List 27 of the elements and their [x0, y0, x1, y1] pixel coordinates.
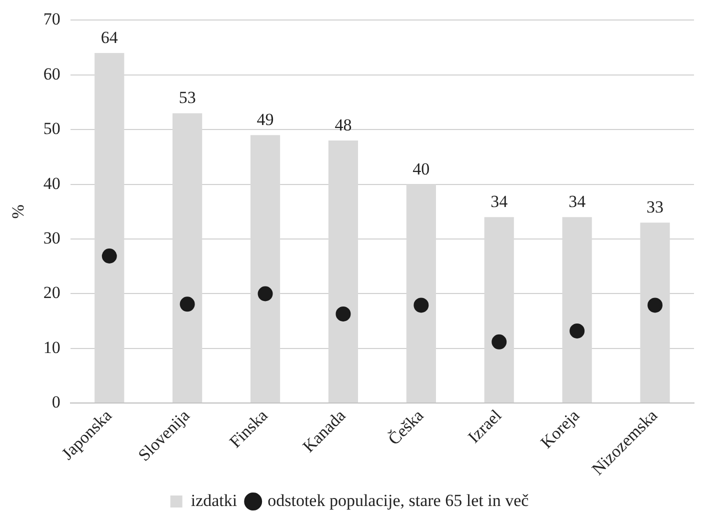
point	[648, 298, 663, 313]
data-label: 33	[646, 198, 664, 217]
point	[102, 248, 117, 264]
y-tick-label: 20	[43, 283, 60, 302]
y-tick-label: 70	[43, 10, 60, 29]
data-label: 49	[256, 110, 274, 130]
data-label: 34	[490, 192, 508, 212]
legend-label: odstotek populacije, stare 65 let in več	[268, 490, 530, 510]
y-tick-label: 30	[43, 228, 60, 248]
point	[414, 298, 429, 313]
point	[336, 306, 351, 322]
point	[492, 334, 507, 350]
point	[180, 296, 195, 312]
legend-label: izdatki	[190, 490, 238, 510]
data-label: 53	[178, 88, 196, 108]
y-tick-label: 60	[43, 64, 60, 84]
point	[258, 286, 273, 302]
data-label: 48	[334, 116, 352, 135]
y-tick-label: 10	[43, 338, 60, 357]
data-label: 40	[412, 159, 430, 178]
y-tick-label: 50	[43, 119, 60, 138]
y-axis-title: %	[8, 204, 28, 219]
data-label: 34	[568, 192, 586, 212]
y-tick-label: 0	[52, 392, 60, 412]
y-tick-label: 40	[43, 174, 60, 193]
point	[570, 323, 585, 338]
data-label: 64	[100, 28, 118, 47]
